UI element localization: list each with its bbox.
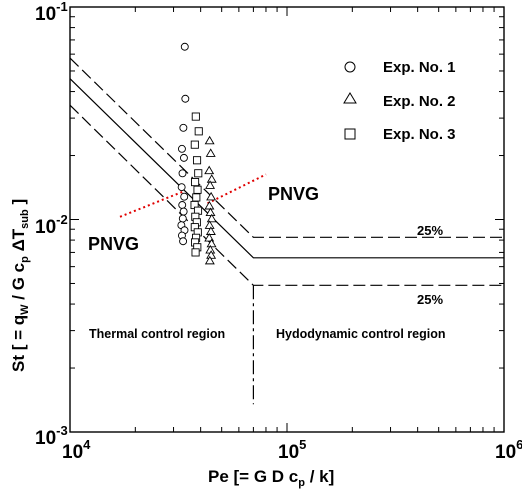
data-point-circle	[178, 169, 187, 178]
data-point-circle	[179, 237, 188, 246]
data-point-square	[191, 112, 200, 121]
data-point-circle	[180, 42, 189, 51]
data-markers	[177, 42, 217, 265]
legend-label-exp1: Exp. No. 1	[383, 59, 456, 76]
data-point-triangle	[205, 180, 216, 189]
data-point-circle	[181, 94, 190, 103]
pnvg-line	[119, 190, 183, 218]
data-point-square	[193, 185, 202, 194]
data-point-triangle	[206, 238, 217, 248]
pnvg-label-left: PNVG	[88, 234, 139, 254]
data-point-circle	[178, 214, 187, 223]
y-tick-label-mid: 10-2	[35, 212, 68, 238]
data-point-triangle	[205, 148, 216, 157]
data-point-triangle	[206, 191, 217, 201]
data-point-triangle	[206, 213, 217, 223]
correlation-line	[69, 78, 504, 259]
data-point-square	[192, 193, 201, 202]
legend-label-exp2: Exp. No. 2	[383, 93, 456, 110]
data-point-triangle	[205, 207, 216, 217]
data-point-triangle	[204, 135, 215, 145]
y-tick-label-top: 10-1	[35, 0, 68, 25]
y-tick-label-bottom: 10-3	[35, 423, 68, 449]
data-point-circle	[179, 123, 188, 132]
data-point-triangle	[206, 174, 217, 183]
region-label-hydrodynamic: Hydodynamic control region	[276, 327, 445, 341]
data-point-circle	[177, 144, 186, 153]
y-tick-labels: 10-1 10-2 10-3	[35, 0, 68, 449]
data-point-square	[194, 127, 203, 136]
x-tick-labels: 104 105 106	[62, 437, 522, 463]
data-point-square	[191, 248, 200, 257]
data-point-triangle	[204, 200, 215, 210]
correlation-curves	[69, 57, 504, 405]
data-point-square	[192, 156, 202, 165]
pnvg-label-right: PNVG	[268, 184, 319, 204]
data-point-circle	[180, 192, 189, 201]
x-axis-label: Pe [= G D cp / k]	[208, 467, 334, 489]
data-point-triangle	[204, 255, 215, 265]
data-point-square	[194, 169, 203, 178]
legend-circle-marker	[344, 61, 356, 73]
pct-label-upper: 25%	[417, 223, 443, 238]
upper-25-percent-line	[69, 57, 504, 238]
data-point-circle	[178, 201, 187, 209]
x-tick-label-right: 106	[495, 437, 522, 463]
pct-label-lower: 25%	[417, 292, 443, 307]
legend-triangle-marker	[343, 92, 357, 104]
region-label-thermal: Thermal control region	[89, 327, 225, 341]
data-point-square	[191, 178, 200, 187]
x-tick-label-left: 104	[62, 437, 91, 463]
x-tick-label-mid: 105	[278, 437, 306, 463]
data-point-circle	[179, 153, 188, 162]
data-point-triangle	[204, 165, 215, 175]
pnvg-line	[207, 173, 267, 205]
legend-square-marker	[344, 128, 356, 140]
data-point-circle	[179, 207, 188, 216]
data-point-circle	[177, 183, 186, 192]
data-point-square	[190, 140, 199, 149]
legend: Exp. No. 1 Exp. No. 2 Exp. No. 3	[343, 59, 456, 143]
legend-label-exp3: Exp. No. 3	[383, 126, 456, 143]
y-axis-label: St [ = qW / G cp ΔTsub ]	[9, 199, 31, 372]
data-point-triangle	[205, 226, 216, 235]
axis-ticks	[69, 6, 505, 433]
data-point-triangle	[204, 220, 215, 229]
